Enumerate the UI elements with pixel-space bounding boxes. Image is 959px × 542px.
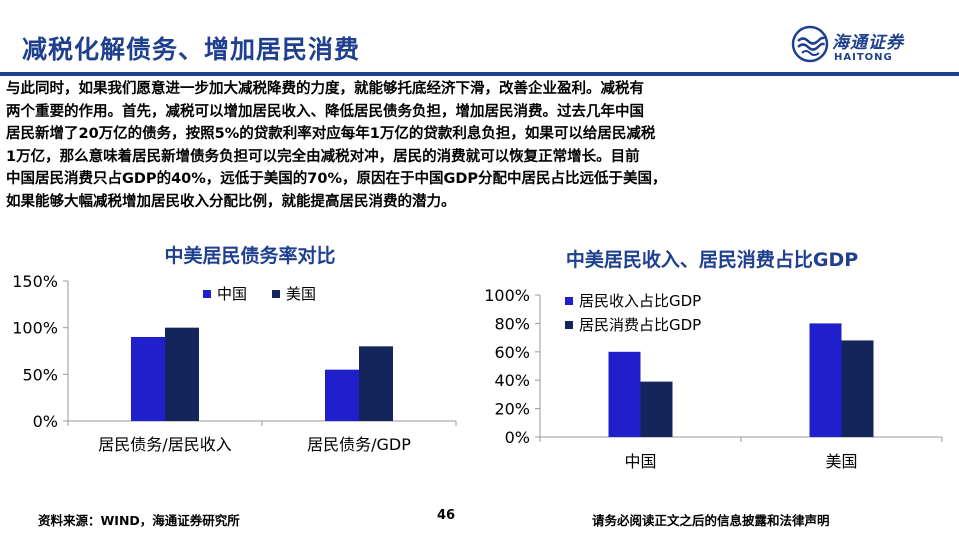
y-tick-label: 150% xyxy=(12,272,58,291)
x-category-label: 居民债务/GDP xyxy=(307,435,411,454)
logo-cn-text: 海通证券 xyxy=(832,33,904,53)
y-tick-label: 100% xyxy=(12,319,58,338)
chart-title: 中美居民债务率对比 xyxy=(164,244,335,267)
page-number: 46 xyxy=(437,508,456,523)
y-tick-label: 20% xyxy=(494,400,530,419)
income-consumption-chart: 中美居民收入、居民消费占比GDP 0% 20% 40% 60% 80% 100% 中国 美国 居民… xyxy=(484,248,943,471)
x-category-label: 中国 xyxy=(624,452,656,471)
bar-1-0 xyxy=(165,327,199,421)
bar-0-0 xyxy=(131,337,165,421)
disclaimer-note: 请务必阅读正文之后的信息披露和法律声明 xyxy=(592,513,830,528)
haitong-logo: 海通证券 HAITONG xyxy=(790,22,940,70)
paragraph-line: 如果能够大幅减税增加居民收入分配比例，就能提高居民消费的潜力。 xyxy=(6,193,456,210)
paragraph-line: 居民新增了20万亿的债务，按照5%的贷款利率对应每年1万亿的贷款利息负担，如果可… xyxy=(6,126,656,142)
paragraph-line: 与此同时，如果我们愿意进一步加大减税降费的力度，就能够托底经济下滑，改善企业盈利… xyxy=(6,81,644,97)
bar-0-1 xyxy=(809,323,842,437)
legend-label: 居民消费占比GDP xyxy=(579,316,701,334)
paragraph-line: 1万亿，那么意味着居民新增债务负担可以完全由减税对冲，居民的消费就可以恢复正常增… xyxy=(6,148,640,165)
x-category-label: 居民债务/居民收入 xyxy=(98,435,231,454)
wave-logo-icon xyxy=(791,25,829,63)
paragraph-line: 中国居民消费只占GDP的40%，远低于美国的70%，原因在于中国GDP分配中居民… xyxy=(6,171,667,187)
legend-swatch xyxy=(565,297,573,305)
title-divider xyxy=(0,72,959,76)
y-tick-label: 60% xyxy=(494,343,530,362)
legend-label: 美国 xyxy=(286,285,316,303)
y-tick-label: 0% xyxy=(505,428,530,447)
y-tick-label: 0% xyxy=(33,412,58,431)
y-tick-label: 50% xyxy=(22,365,58,384)
y-tick-label: 40% xyxy=(494,371,530,390)
body-paragraph: 与此同时，如果我们愿意进一步加大减税降费的力度，就能够托底经济下滑，改善企业盈利… xyxy=(6,78,954,213)
slide-title: 减税化解债务、增加居民消费 xyxy=(22,35,361,64)
bar-0-0 xyxy=(608,351,641,437)
bar-0-1 xyxy=(325,369,359,421)
legend-swatch xyxy=(203,290,211,298)
legend-label: 居民收入占比GDP xyxy=(579,292,701,310)
y-tick-label: 100% xyxy=(484,286,530,305)
bar-1-0 xyxy=(640,381,673,437)
x-category-label: 美国 xyxy=(825,452,857,471)
legend-swatch xyxy=(272,290,280,298)
chart-title: 中美居民收入、居民消费占比GDP xyxy=(566,248,858,271)
legend-label: 中国 xyxy=(217,285,247,303)
y-tick-label: 80% xyxy=(494,314,530,333)
source-note: 资料来源：WIND，海通证券研究所 xyxy=(38,513,240,528)
debt-ratio-chart: 中美居民债务率对比 0% 50% 100% 150% 居民债务/居民收入 居民债务/GDP 中… xyxy=(12,244,457,454)
paragraph-line: 两个重要的作用。首先，减税可以增加居民收入、降低居民债务负担，增加居民消费。过去… xyxy=(6,103,644,120)
logo-en-text: HAITONG xyxy=(834,52,893,63)
legend-swatch xyxy=(565,321,573,329)
bar-1-1 xyxy=(841,340,874,437)
bar-1-1 xyxy=(359,346,393,421)
